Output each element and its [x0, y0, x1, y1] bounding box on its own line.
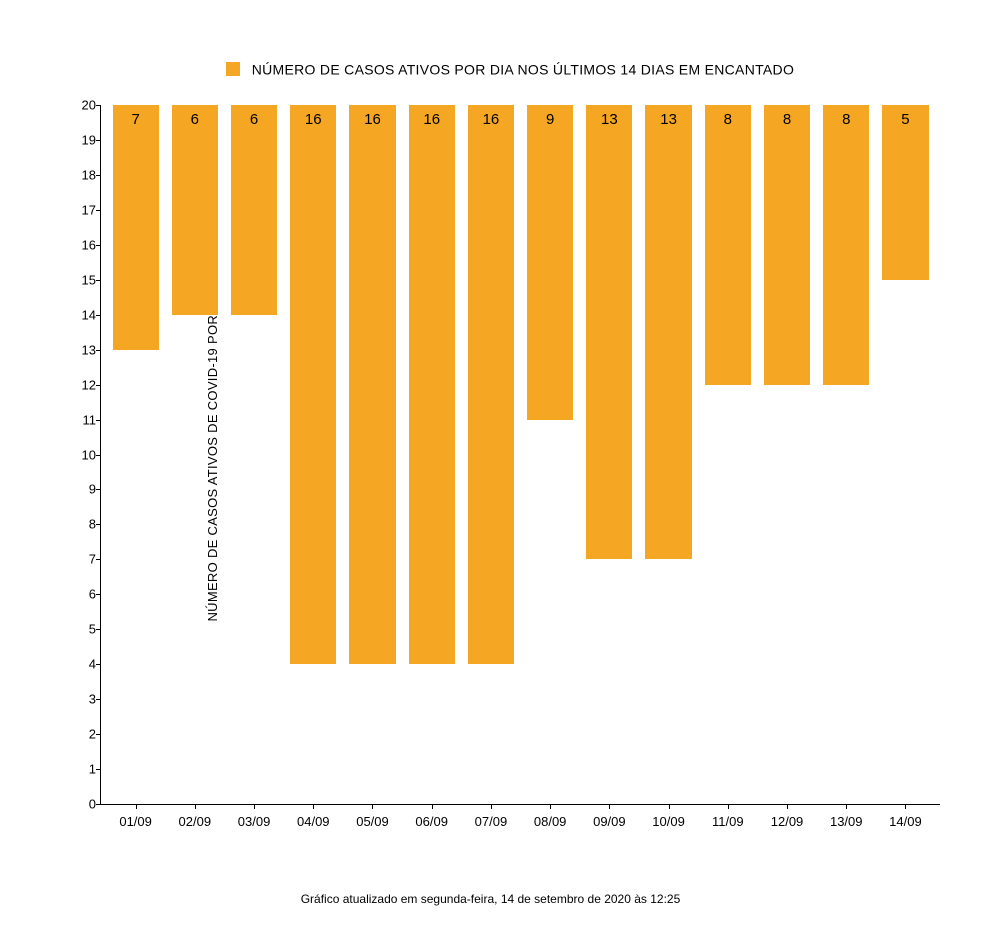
bar-value-label: 6 — [172, 111, 218, 128]
bar-slot: 811/09 — [698, 105, 757, 804]
y-tick-label: 5 — [71, 622, 96, 637]
x-tick-label: 10/09 — [652, 814, 685, 829]
y-tick-label: 19 — [71, 132, 96, 147]
y-tick-label: 4 — [71, 657, 96, 672]
x-tick-label: 07/09 — [475, 814, 508, 829]
y-tick-label: 10 — [71, 447, 96, 462]
bar-value-label: 16 — [349, 111, 395, 128]
x-tick-label: 08/09 — [534, 814, 567, 829]
y-tick-label: 18 — [71, 167, 96, 182]
y-tick-label: 6 — [71, 587, 96, 602]
bar-value-label: 8 — [705, 111, 751, 128]
bar-value-label: 16 — [290, 111, 336, 128]
y-tick-label: 7 — [71, 552, 96, 567]
bar: 8 — [764, 105, 810, 385]
bar-slot: 1604/09 — [284, 105, 343, 804]
bar-value-label: 9 — [527, 111, 573, 128]
bar-slot: 603/09 — [224, 105, 283, 804]
bar: 13 — [645, 105, 691, 559]
y-tick-label: 20 — [71, 98, 96, 113]
bar-value-label: 8 — [823, 111, 869, 128]
bar: 8 — [823, 105, 869, 385]
y-tick-label: 14 — [71, 307, 96, 322]
bar-slot: 514/09 — [876, 105, 935, 804]
bar: 13 — [586, 105, 632, 559]
x-tick-mark — [609, 804, 610, 809]
y-tick-label: 13 — [71, 342, 96, 357]
x-tick-label: 03/09 — [238, 814, 271, 829]
bars-group: 701/09602/09603/091604/091605/091606/091… — [101, 105, 940, 804]
x-tick-mark — [491, 804, 492, 809]
y-tick-label: 2 — [71, 727, 96, 742]
bar-slot: 1606/09 — [402, 105, 461, 804]
bar: 8 — [705, 105, 751, 385]
x-tick-mark — [313, 804, 314, 809]
x-tick-mark — [195, 804, 196, 809]
bar: 9 — [527, 105, 573, 420]
y-tick-label: 9 — [71, 482, 96, 497]
x-tick-mark — [787, 804, 788, 809]
x-tick-label: 13/09 — [830, 814, 863, 829]
bar-slot: 602/09 — [165, 105, 224, 804]
x-tick-mark — [432, 804, 433, 809]
y-tick-label: 11 — [71, 412, 96, 427]
bar-slot: 1310/09 — [639, 105, 698, 804]
bar: 16 — [349, 105, 395, 664]
x-tick-label: 01/09 — [119, 814, 152, 829]
chart-legend: NÚMERO DE CASOS ATIVOS POR DIA NOS ÚLTIM… — [70, 60, 950, 77]
x-tick-label: 02/09 — [179, 814, 212, 829]
legend-swatch — [226, 62, 240, 76]
x-tick-label: 06/09 — [415, 814, 448, 829]
y-tick-label: 17 — [71, 202, 96, 217]
y-tick-label: 3 — [71, 692, 96, 707]
y-tick-label: 12 — [71, 377, 96, 392]
x-tick-label: 12/09 — [771, 814, 804, 829]
bar-slot: 812/09 — [757, 105, 816, 804]
bar: 6 — [172, 105, 218, 315]
bar-value-label: 8 — [764, 111, 810, 128]
bar-slot: 1605/09 — [343, 105, 402, 804]
bar-slot: 1607/09 — [461, 105, 520, 804]
x-tick-label: 04/09 — [297, 814, 330, 829]
bar-slot: 701/09 — [106, 105, 165, 804]
x-tick-mark — [669, 804, 670, 809]
y-tick-label: 1 — [71, 762, 96, 777]
bar: 6 — [231, 105, 277, 315]
y-tick-label: 0 — [71, 797, 96, 812]
bar-value-label: 5 — [882, 111, 928, 128]
y-tick-mark — [96, 804, 101, 805]
x-tick-mark — [372, 804, 373, 809]
bar-slot: 908/09 — [521, 105, 580, 804]
y-tick-label: 8 — [71, 517, 96, 532]
bar-value-label: 13 — [586, 111, 632, 128]
legend-label: NÚMERO DE CASOS ATIVOS POR DIA NOS ÚLTIM… — [252, 61, 794, 77]
footer-note: Gráfico atualizado em segunda-feira, 14 … — [0, 892, 981, 906]
x-tick-mark — [136, 804, 137, 809]
plot-area: NÚMERO DE CASOS ATIVOS DE COVID-19 POR D… — [100, 105, 940, 805]
bar-value-label: 16 — [409, 111, 455, 128]
y-tick-label: 15 — [71, 272, 96, 287]
chart-container: NÚMERO DE CASOS ATIVOS POR DIA NOS ÚLTIM… — [70, 60, 950, 850]
y-tick-label: 16 — [71, 237, 96, 252]
x-tick-label: 14/09 — [889, 814, 922, 829]
x-tick-label: 05/09 — [356, 814, 389, 829]
x-tick-mark — [254, 804, 255, 809]
bar-slot: 813/09 — [817, 105, 876, 804]
bar: 7 — [113, 105, 159, 350]
bar: 16 — [409, 105, 455, 664]
bar-value-label: 16 — [468, 111, 514, 128]
bar: 16 — [468, 105, 514, 664]
bar-value-label: 13 — [645, 111, 691, 128]
bar-slot: 1309/09 — [580, 105, 639, 804]
x-tick-mark — [905, 804, 906, 809]
x-tick-mark — [550, 804, 551, 809]
x-tick-label: 09/09 — [593, 814, 626, 829]
bar-value-label: 7 — [113, 111, 159, 128]
x-tick-mark — [728, 804, 729, 809]
bar: 5 — [882, 105, 928, 280]
bar: 16 — [290, 105, 336, 664]
x-tick-mark — [846, 804, 847, 809]
x-tick-label: 11/09 — [712, 814, 744, 829]
bar-value-label: 6 — [231, 111, 277, 128]
